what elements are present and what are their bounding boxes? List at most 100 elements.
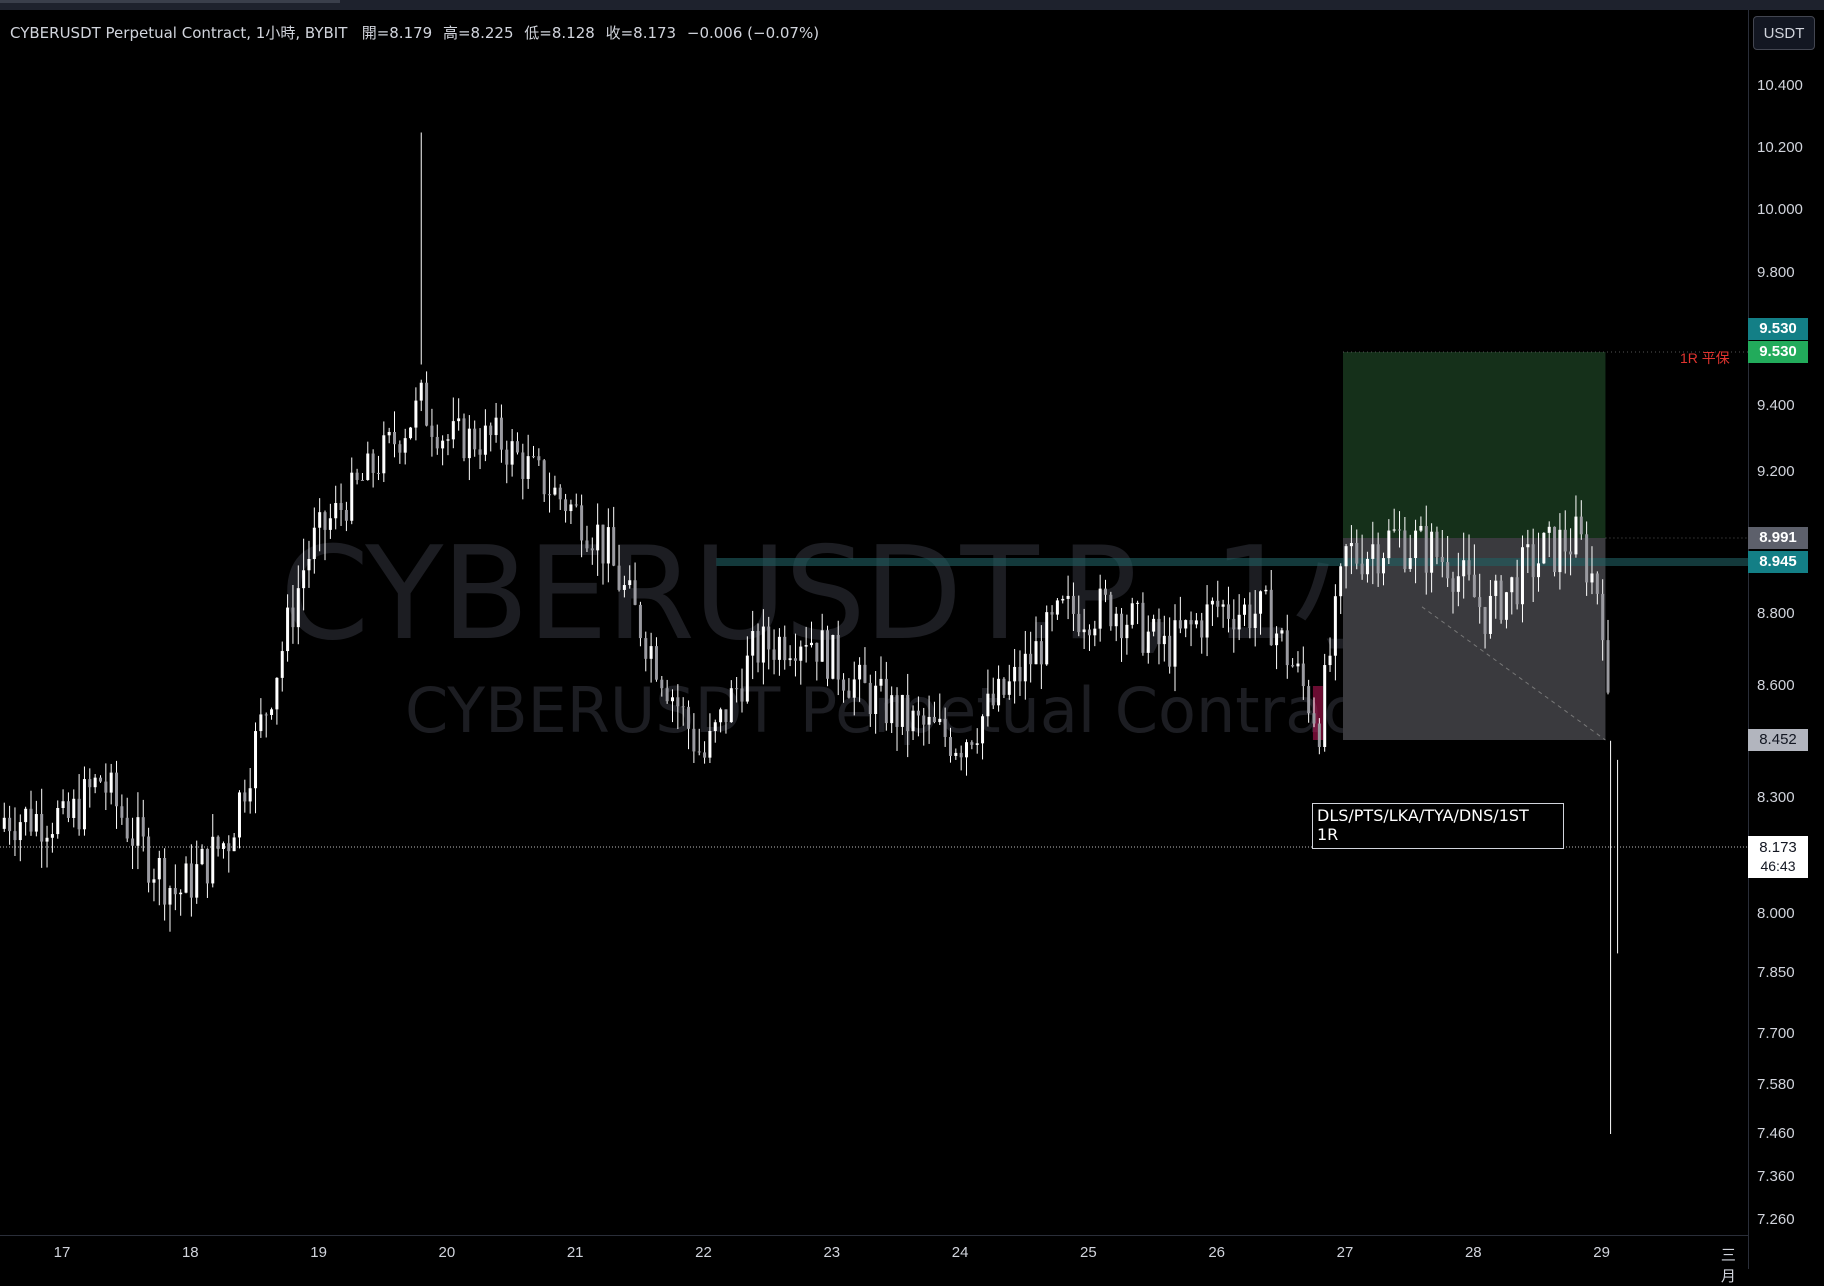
candle-body	[890, 695, 894, 724]
candle-body	[77, 798, 81, 830]
candle-body	[1494, 580, 1498, 596]
candle-body	[831, 634, 835, 679]
candle-body	[965, 742, 969, 758]
candle-body	[991, 693, 995, 706]
candle-body	[858, 664, 862, 680]
candle-body	[1237, 614, 1241, 630]
candle-body	[1317, 723, 1321, 747]
legend-close: 收=8.173	[605, 24, 677, 42]
candle-body	[1531, 544, 1535, 578]
candle-body	[606, 527, 610, 564]
candle-body	[900, 694, 904, 727]
price-tick: 9.200	[1757, 463, 1795, 480]
time-tick: 29	[1593, 1244, 1610, 1261]
legend-symbol[interactable]: CYBERUSDT Perpetual Contract, 1小時, BYBIT	[10, 24, 348, 42]
time-tick: 20	[438, 1244, 456, 1261]
candle-body	[783, 636, 787, 661]
candle-body	[221, 843, 225, 849]
candle-body	[56, 808, 60, 835]
candle-body	[687, 706, 691, 729]
candle-body	[1440, 556, 1444, 563]
candle-body	[376, 472, 380, 474]
candle-body	[2, 817, 6, 829]
candle-body	[1077, 613, 1081, 633]
time-tick: 三月	[1720, 1247, 1736, 1285]
candle-body	[815, 642, 819, 662]
symbol-legend[interactable]: CYBERUSDT Perpetual Contract, 1小時, BYBIT…	[10, 22, 825, 43]
candle-body	[526, 456, 530, 479]
candle-body	[1547, 526, 1551, 533]
candle-body	[211, 836, 215, 884]
candle-body	[564, 499, 568, 512]
trade-note-annotation[interactable]: DLS/PTS/LKA/TYA/DNS/1ST 1R	[1312, 803, 1564, 849]
candle-body	[1285, 630, 1289, 666]
candle-body	[1585, 534, 1589, 583]
candle-body	[1365, 558, 1369, 575]
candle-body	[548, 494, 552, 496]
candle-body	[264, 714, 268, 716]
candle-body	[451, 421, 455, 440]
candle-body	[788, 658, 792, 661]
candle-body	[34, 814, 38, 832]
stop-price-label: 8.452	[1748, 729, 1808, 751]
candle-body	[981, 716, 985, 744]
candle-body	[970, 742, 974, 745]
candle-body	[724, 709, 728, 723]
candle-body	[954, 752, 958, 756]
candle-body	[590, 548, 594, 551]
candle-body	[719, 709, 723, 723]
candle-body	[515, 441, 519, 453]
currency-button[interactable]: USDT	[1753, 16, 1815, 50]
price-axis[interactable]: 10.400 10.200 10.000 9.800 9.400 9.200 8.800 8.…	[1748, 10, 1824, 1269]
candle-body	[793, 658, 797, 661]
candle-body	[751, 631, 755, 656]
candle-body	[237, 792, 241, 838]
candlestick-chart[interactable]	[0, 10, 1748, 1235]
candle-body	[1023, 653, 1027, 682]
candle-body	[713, 722, 717, 731]
candle-body	[1312, 713, 1316, 724]
price-tick: 10.400	[1757, 77, 1803, 94]
candle-body	[227, 843, 231, 852]
candle-body	[93, 777, 97, 788]
candle-body	[328, 518, 332, 530]
candle-body	[745, 655, 749, 702]
candle-body	[323, 512, 327, 530]
candle-body	[1034, 641, 1038, 665]
candle-body	[1221, 604, 1225, 607]
candle-body	[243, 792, 247, 802]
candle-body	[1045, 612, 1049, 665]
candle-body	[1590, 573, 1594, 583]
candle-body	[1104, 588, 1108, 595]
candle-body	[13, 831, 17, 841]
last-price-label: 8.173 46:43	[1748, 836, 1808, 878]
candle-body	[152, 879, 156, 883]
chart-area[interactable]: CYBERUSDT.P, 1小時 CYBERUSDT Perpetual Con…	[0, 10, 1748, 1235]
candle-body	[756, 631, 760, 663]
time-axis[interactable]: 17 18 19 20 21 22 23 24 25 26 27 28 29 三月	[0, 1235, 1748, 1285]
candle-body	[943, 718, 947, 737]
candle-body	[189, 863, 193, 898]
candle-body	[398, 444, 402, 453]
candle-body	[1264, 589, 1268, 592]
price-tick: 8.000	[1757, 905, 1795, 922]
candle-body	[312, 527, 316, 560]
candle-body	[131, 838, 135, 846]
candle-body	[1398, 529, 1402, 531]
legend-high: 高=8.225	[442, 24, 514, 42]
candle-body	[922, 715, 926, 725]
candle-body	[40, 814, 44, 842]
time-tick: 23	[823, 1244, 841, 1261]
candle-body	[1232, 618, 1236, 630]
candle-body	[638, 604, 642, 639]
candle-body	[1029, 653, 1033, 665]
trade-note-line1: DLS/PTS/LKA/TYA/DNS/1ST	[1317, 806, 1529, 825]
candle-body	[430, 425, 434, 437]
candle-body	[441, 440, 445, 449]
candle-body	[419, 382, 423, 401]
candle-body	[360, 479, 364, 481]
candle-body	[938, 718, 942, 723]
last-price-value: 8.173	[1759, 839, 1797, 856]
candle-body	[809, 642, 813, 646]
candle-body	[115, 772, 119, 807]
